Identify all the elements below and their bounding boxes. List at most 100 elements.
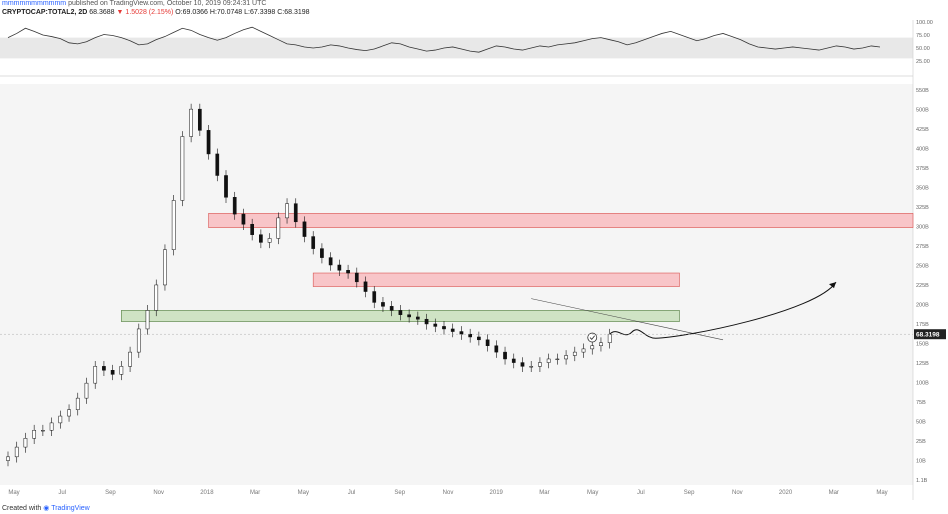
time-tick-label: May [8, 490, 19, 496]
published-text: published on TradingView.com, October 10… [68, 0, 267, 7]
price-candle [354, 272, 359, 283]
price-candle [259, 234, 263, 243]
price-tick-label: 125B [916, 361, 929, 367]
price-tick-label: 1.1B [916, 478, 928, 484]
price-candle [415, 316, 420, 320]
time-tick-label: May [587, 490, 598, 496]
price-candle [363, 281, 368, 292]
price-candle [128, 351, 132, 367]
rsi-axis: 100.00 75.00 50.00 25.00 [916, 20, 933, 65]
price-tick-label: 25B [916, 439, 926, 445]
price-tick-label: 100B [916, 381, 929, 387]
price-candle [41, 430, 45, 432]
price-candle [381, 302, 385, 307]
price-candle [607, 333, 612, 343]
price-candle [189, 108, 193, 137]
rsi-line [7, 26, 881, 53]
price-candle [529, 366, 534, 368]
change-value: 1.5028 (2.15%) [125, 9, 174, 16]
price-tick-label: 300B [916, 225, 929, 231]
price-candle [572, 351, 577, 356]
publish-info: mmmmmmmmmmm published on TradingView.com… [2, 0, 266, 7]
price-candle [581, 348, 586, 353]
check-circle-icon [587, 332, 598, 343]
price-candle [276, 217, 281, 239]
time-tick-label: 2020 [779, 490, 793, 496]
price-candle [328, 257, 333, 266]
time-tick-label: Jul [58, 490, 66, 496]
time-tick-label: Mar [829, 490, 839, 496]
price-tick-label: 550B [916, 88, 929, 94]
author-name[interactable]: mmmmmmmmmmm [2, 0, 67, 7]
footer-brand[interactable]: TradingView [51, 505, 90, 512]
price-candle [503, 351, 507, 360]
price-tick-label: 75B [916, 400, 926, 406]
price-candle [511, 358, 516, 363]
time-tick-label: Sep [105, 490, 116, 496]
price-candle [49, 422, 54, 431]
time-tick-label: 2019 [490, 490, 504, 496]
price-tick-label: 325B [916, 205, 929, 211]
price-candle [206, 130, 211, 155]
projection-curve[interactable] [609, 281, 837, 339]
check-tick-mark [589, 335, 595, 341]
symbol-info: CRYPTOCAP:TOTAL2, 2D 68.3688 ▼ 1.5028 (2… [2, 9, 310, 16]
trendline[interactable] [531, 298, 724, 341]
price-candle [546, 358, 551, 363]
price-candle [241, 213, 246, 225]
price-candle [75, 397, 80, 410]
price-candle [197, 108, 202, 131]
price-candle [32, 430, 37, 439]
time-tick-label: Nov [732, 490, 743, 496]
time-tick-label: Mar [539, 490, 549, 496]
time-tick-label: May [298, 490, 309, 496]
price-tick-label: 50B [916, 420, 926, 426]
price-candle [171, 200, 176, 250]
last-price-badge [914, 329, 946, 340]
price-candle [337, 264, 342, 271]
price-candle [23, 438, 28, 448]
price-axis: 550B 500B 425B 400B 375B 350B 325B 300B 275B 250B… [916, 88, 929, 484]
ohlc-values: O:69.0366 H:70.0748 L:67.3398 C:68.3198 [175, 9, 310, 16]
price-tick-label: 225B [916, 283, 929, 289]
price-tick-label: 150B [916, 342, 929, 348]
rsi-tick-label: 25.00 [916, 59, 930, 65]
price-candle [163, 249, 167, 286]
price-candle [250, 223, 255, 235]
arrowhead-icon [829, 282, 836, 289]
price-candle [267, 238, 272, 243]
time-tick-label: 2018 [200, 490, 214, 496]
price-candle [84, 382, 89, 399]
price-candle [58, 415, 63, 424]
price-tick-label: 175B [916, 322, 929, 328]
price-candle [555, 358, 560, 361]
price-tick-label: 425B [916, 127, 929, 133]
price-candle [311, 236, 316, 249]
tradingview-logo-icon: ◉ [43, 505, 50, 512]
price-candle [450, 328, 455, 332]
time-tick-label: Jul [348, 490, 356, 496]
price-candle [180, 136, 185, 201]
price-candle [102, 366, 106, 371]
rsi-tick-label: 75.00 [916, 33, 930, 39]
price-candle [433, 323, 438, 327]
resistance-zone [312, 272, 680, 287]
time-tick-label: Sep [684, 490, 695, 496]
price-candle [136, 328, 141, 353]
down-arrow-icon: ▼ [116, 9, 124, 16]
price-series [6, 103, 612, 467]
price-candle [599, 342, 603, 347]
time-tick-label: May [876, 490, 887, 496]
price-candle [564, 355, 568, 360]
price-candle [67, 409, 71, 417]
price-candle [302, 221, 307, 237]
price-tick-label: 250B [916, 264, 929, 270]
price-tick-label: 275B [916, 244, 929, 250]
price-tick-label: 350B [916, 186, 929, 192]
price-tick-label: 375B [916, 166, 929, 172]
price-candle [424, 318, 429, 325]
time-tick-label: Jul [637, 490, 645, 496]
price-candle [442, 326, 446, 330]
time-tick-label: Nov [443, 490, 454, 496]
